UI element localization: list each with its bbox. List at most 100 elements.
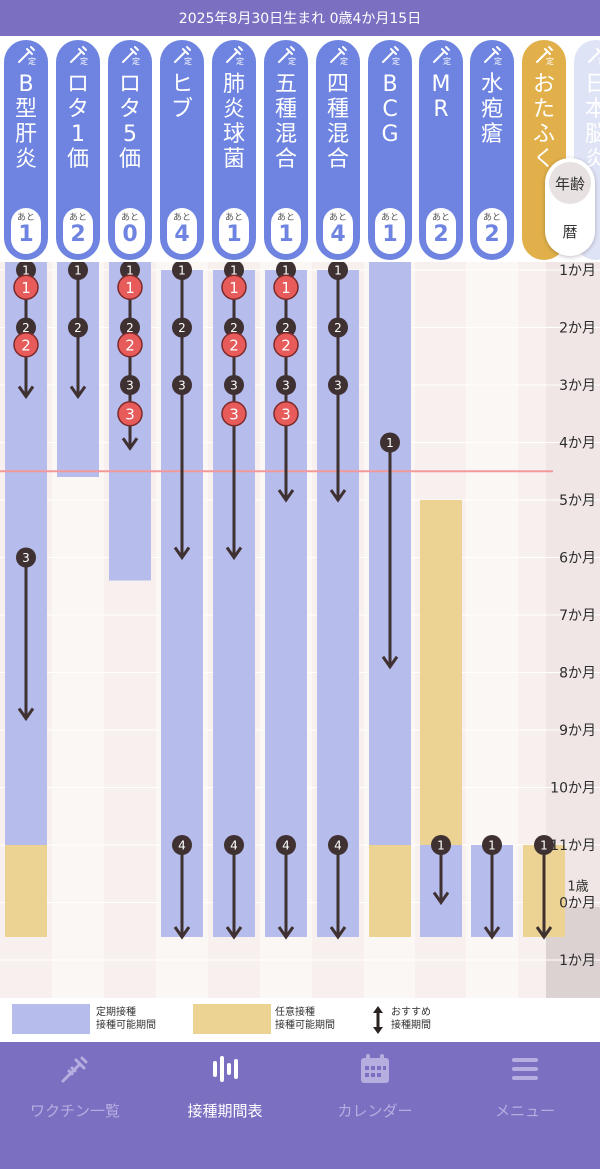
received-dose-marker bbox=[221, 274, 247, 300]
age-axis-label: 8か月 bbox=[559, 666, 596, 682]
vaccine-syringe-icon: 定 bbox=[536, 46, 554, 66]
remaining-label: あと bbox=[482, 213, 501, 223]
age-axis-label: 11か月 bbox=[550, 838, 596, 854]
vaccine-name: ロ タ 5 価 bbox=[118, 72, 141, 172]
age-axis-label: 2か月 bbox=[559, 321, 596, 337]
age-axis-label: 3か月 bbox=[559, 378, 596, 394]
received-dose-marker bbox=[221, 332, 247, 358]
dose-number: 1 bbox=[22, 264, 30, 278]
dose-marker bbox=[328, 317, 348, 338]
recommended-arrow-head bbox=[17, 385, 35, 400]
dose-marker bbox=[328, 375, 348, 395]
dose-marker bbox=[68, 262, 88, 280]
syringe-icon bbox=[61, 1056, 88, 1083]
recommended-arrow-head bbox=[17, 707, 35, 722]
remaining-number: 1 bbox=[382, 222, 398, 247]
remaining-count-badge: あと 2 bbox=[426, 208, 456, 254]
age-axis-label: 6か月 bbox=[559, 551, 596, 567]
vaccine-name: 日 本 脳 炎 bbox=[584, 72, 600, 172]
age-axis-label: 1か月 bbox=[559, 953, 596, 969]
vaccine-syringe-icon: 定 bbox=[330, 46, 348, 66]
svg-text:定: 定 bbox=[392, 56, 400, 66]
vaccine-tab-3[interactable]: 定ヒ ブあと 4 bbox=[160, 40, 204, 260]
vaccine-tab-7[interactable]: 定 B C G あと 1 bbox=[368, 40, 412, 260]
vaccine-tab-9[interactable]: 定水 疱 瘡あと 2 bbox=[470, 40, 514, 260]
vaccine-tab-6[interactable]: 定四 種 混 合あと 4 bbox=[316, 40, 360, 260]
recommended-arrow-head bbox=[173, 926, 191, 940]
dose-marker bbox=[224, 375, 244, 395]
dose-number: 1 bbox=[386, 436, 394, 450]
received-dose-marker bbox=[273, 274, 299, 300]
svg-text:定: 定 bbox=[598, 56, 600, 66]
vaccine-name: B 型 肝 炎 bbox=[14, 72, 37, 172]
vaccine-syringe-icon: 定 bbox=[70, 46, 88, 66]
recommended-arrow-head bbox=[329, 489, 347, 503]
dose-marker bbox=[276, 262, 296, 280]
dose-number: 3 bbox=[282, 379, 290, 393]
view-toggle[interactable]: 年齢 暦 bbox=[545, 158, 595, 256]
vaccine-tab-0[interactable]: 定 B 型 肝 炎あと 1 bbox=[4, 40, 48, 260]
vaccine-tab-2[interactable]: 定ロ タ 5 価あと 0 bbox=[108, 40, 152, 260]
nav-menu[interactable]: メニュー bbox=[450, 1042, 600, 1152]
vaccine-tab-10[interactable]: 定お た ふ く bbox=[522, 40, 566, 260]
dose-number: 2 bbox=[334, 321, 342, 335]
vaccine-name: 水 疱 瘡 bbox=[480, 72, 503, 147]
nav-vaccine-list[interactable]: ワクチン一覧 bbox=[0, 1042, 150, 1152]
dose-number: 1 bbox=[126, 264, 134, 278]
vaccine-tab-4[interactable]: 定肺 炎 球 菌あと 1 bbox=[212, 40, 256, 260]
received-dose-marker bbox=[117, 274, 143, 300]
nav-schedule-table[interactable]: 接種期間表 bbox=[150, 1042, 300, 1152]
dose-number: 1 bbox=[437, 839, 445, 853]
recommended-arrow-head bbox=[432, 891, 450, 906]
dose-marker bbox=[328, 835, 348, 855]
remaining-count-badge: あと 1 bbox=[375, 208, 405, 254]
svg-text:定: 定 bbox=[80, 56, 88, 66]
vaccine-syringe-icon: 定 bbox=[226, 46, 244, 66]
svg-text:定: 定 bbox=[443, 56, 451, 66]
remaining-count-badge: あと 4 bbox=[167, 208, 197, 254]
birth-info-text: 2025年8月30日生まれ 0歳4か月15日 bbox=[178, 11, 422, 27]
dose-number: 1 bbox=[334, 264, 342, 278]
svg-text:定: 定 bbox=[340, 56, 348, 66]
vaccine-tab-1[interactable]: 定ロ タ 1 価あと 2 bbox=[56, 40, 100, 260]
remaining-count-badge: あと 1 bbox=[271, 208, 301, 254]
svg-text:定: 定 bbox=[184, 56, 192, 66]
toggle-calendar[interactable]: 暦 bbox=[562, 222, 578, 241]
toggle-age[interactable]: 年齢 bbox=[549, 162, 591, 204]
dose-marker bbox=[276, 317, 296, 338]
dose-number: 1 bbox=[282, 264, 290, 278]
vaccine-tab-8[interactable]: 定 M R あと 2 bbox=[419, 40, 463, 260]
dose-marker bbox=[380, 432, 400, 453]
svg-text:定: 定 bbox=[28, 56, 36, 66]
bars-chart-icon bbox=[213, 1056, 238, 1082]
svg-text:定: 定 bbox=[236, 56, 244, 66]
received-dose-number: 1 bbox=[281, 279, 291, 297]
received-dose-number: 1 bbox=[21, 279, 31, 297]
vaccine-tab-5[interactable]: 定五 種 混 合あと 1 bbox=[264, 40, 308, 260]
recommended-arrow-head bbox=[277, 926, 295, 940]
vaccine-syringe-icon: 定 bbox=[382, 46, 400, 66]
nav-calendar[interactable]: カレンダー bbox=[300, 1042, 450, 1152]
remaining-label: あと bbox=[172, 213, 191, 223]
dose-marker bbox=[534, 835, 554, 855]
recommended-arrow-head bbox=[173, 546, 191, 561]
received-dose-number: 3 bbox=[125, 405, 135, 423]
remaining-number: 1 bbox=[18, 222, 34, 247]
age-axis-label: 10か月 bbox=[550, 781, 596, 797]
vaccine-name: B C G bbox=[381, 72, 399, 147]
dose-number: 1 bbox=[488, 839, 496, 853]
dose-marker bbox=[172, 375, 192, 395]
vaccine-name: 肺 炎 球 菌 bbox=[222, 72, 245, 172]
legend-optional-label: 任意接種 接種可能期間 bbox=[275, 1007, 335, 1031]
recommended-arrow-head bbox=[277, 489, 295, 503]
vaccine-name: ロ タ 1 価 bbox=[66, 72, 89, 172]
dose-number: 4 bbox=[334, 839, 342, 853]
dose-number: 1 bbox=[178, 264, 186, 278]
recommended-arrow-head bbox=[535, 926, 553, 940]
remaining-label: あと bbox=[16, 213, 35, 223]
remaining-count-badge: あと 0 bbox=[115, 208, 145, 254]
recommended-arrow-head bbox=[381, 655, 399, 670]
received-dose-number: 2 bbox=[21, 336, 31, 354]
received-dose-number: 3 bbox=[281, 405, 291, 423]
